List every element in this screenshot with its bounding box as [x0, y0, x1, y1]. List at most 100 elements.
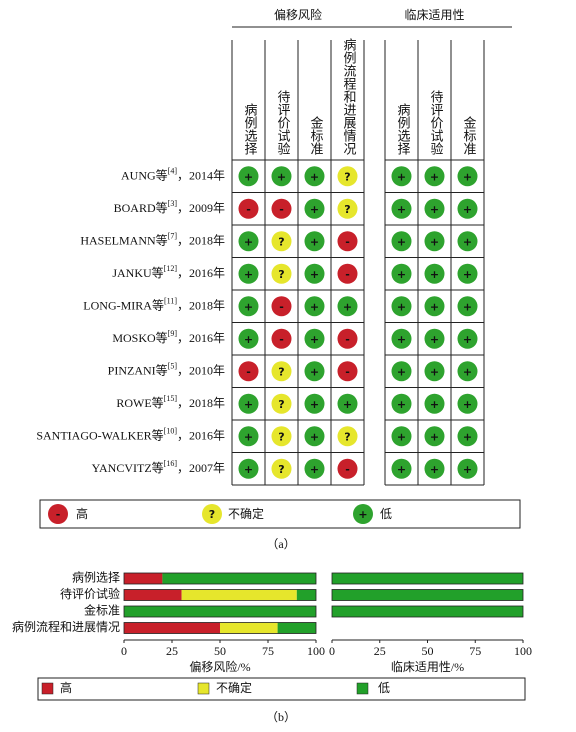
- judgement-symbol: +: [430, 170, 439, 183]
- author: JANKU等: [112, 266, 163, 280]
- reference: [3]: [168, 199, 178, 208]
- row-label: MOSKO等[9]，2016年: [112, 329, 225, 345]
- group-label: 临床适用性: [404, 8, 464, 22]
- judgement-symbol: +: [310, 170, 319, 183]
- judgement-symbol: +: [430, 203, 439, 216]
- judgement-symbol: -: [345, 268, 350, 281]
- reference: [4]: [168, 166, 178, 175]
- judgement-symbol: +: [343, 300, 352, 313]
- bar-segment: [332, 589, 523, 601]
- judgement-symbol: +: [244, 170, 253, 183]
- year: ，2010年: [177, 363, 225, 377]
- judgement-symbol: -: [345, 365, 350, 378]
- judgement-symbol: +: [463, 463, 472, 476]
- legend-symbol: -: [56, 508, 61, 521]
- judgement-icon: [424, 361, 445, 382]
- x-tick-label: 75: [469, 644, 481, 658]
- bar-segment: [124, 573, 163, 584]
- judgement-symbol: +: [463, 333, 472, 346]
- judgement-symbol: +: [244, 430, 253, 443]
- x-tick-label: 25: [374, 644, 386, 658]
- judgement-symbol: +: [463, 398, 472, 411]
- judgement-icon: [304, 296, 325, 317]
- x-axis-label: 临床适用性/%: [391, 660, 464, 674]
- judgement-symbol: +: [430, 398, 439, 411]
- judgement-symbol: +: [397, 203, 406, 216]
- judgement-symbol: +: [397, 268, 406, 281]
- judgement-symbol: +: [310, 430, 319, 443]
- judgement-icon: [337, 458, 358, 479]
- judgement-symbol: -: [279, 203, 284, 216]
- judgement-symbol: +: [463, 203, 472, 216]
- judgement-icon: [391, 198, 412, 219]
- judgement-icon: [337, 231, 358, 252]
- judgement-icon: [391, 361, 412, 382]
- row-label: SANTIAGO-WALKER等[10]，2016年: [36, 426, 225, 442]
- row-label: HASELMANN等[7]，2018年: [80, 231, 225, 247]
- judgement-symbol: +: [310, 365, 319, 378]
- row-label: PINZANI等[5]，2010年: [108, 361, 225, 377]
- judgement-icon: [304, 263, 325, 284]
- bar-outline: [331, 605, 524, 618]
- reference: [5]: [168, 361, 178, 370]
- judgement-icon: [337, 296, 358, 317]
- year: ，2007年: [177, 461, 225, 475]
- judgement-icon: [271, 328, 292, 349]
- judgement-icon: [337, 426, 358, 447]
- author: SANTIAGO-WALKER等: [36, 428, 163, 442]
- author: LONG-MIRA等: [83, 298, 164, 312]
- x-tick-label: 100: [514, 644, 532, 658]
- judgement-symbol: +: [463, 365, 472, 378]
- judgement-symbol: +: [463, 170, 472, 183]
- author: BOARD等: [114, 201, 168, 215]
- judgement-icon: [238, 198, 259, 219]
- author: HASELMANN等: [80, 233, 167, 247]
- author: YANCVITZ等: [92, 461, 164, 475]
- judgement-symbol: +: [310, 398, 319, 411]
- judgement-icon: [391, 296, 412, 317]
- judgement-icon: [304, 458, 325, 479]
- author: AUNG等: [121, 168, 168, 182]
- column-header: 待评价试验: [429, 90, 444, 155]
- judgement-icon: [271, 296, 292, 317]
- row-label: YANCVITZ等[16]，2007年: [92, 459, 225, 475]
- bar-outline: [123, 622, 317, 634]
- judgement-symbol: +: [310, 203, 319, 216]
- judgement-symbol: -: [246, 365, 251, 378]
- x-tick-label: 75: [262, 644, 274, 658]
- judgement-symbol: +: [430, 463, 439, 476]
- judgement-symbol: ?: [344, 203, 350, 216]
- judgement-symbol: ?: [278, 268, 284, 281]
- judgement-symbol: +: [397, 170, 406, 183]
- column-header: 金标准: [462, 115, 477, 155]
- judgement-icon: [337, 328, 358, 349]
- bar-segment: [277, 622, 316, 634]
- judgement-icon: [238, 166, 259, 187]
- judgement-icon: [391, 393, 412, 414]
- judgement-icon: [457, 166, 478, 187]
- judgement-symbol: +: [397, 300, 406, 313]
- author: PINZANI等: [108, 363, 168, 377]
- judgement-symbol: +: [343, 398, 352, 411]
- judgement-symbol: -: [345, 333, 350, 346]
- column-header: 病例选择: [396, 103, 411, 155]
- judgement-symbol: ?: [344, 170, 350, 183]
- x-tick-label: 0: [121, 644, 127, 658]
- judgement-icon: [271, 426, 292, 447]
- author: MOSKO等: [112, 331, 167, 345]
- judgement-icon: [391, 458, 412, 479]
- judgement-symbol: +: [430, 235, 439, 248]
- judgement-icon: [271, 458, 292, 479]
- judgement-symbol: +: [430, 268, 439, 281]
- bar-segment: [332, 606, 523, 617]
- legend-label: 高: [76, 506, 88, 521]
- bar-outline: [123, 589, 317, 601]
- legend-label: 低: [378, 681, 390, 695]
- column-header: 待评价试验: [276, 90, 291, 155]
- row-label: ROWE等[15]，2018年: [116, 394, 225, 410]
- judgement-symbol: +: [463, 268, 472, 281]
- bar-segment: [124, 589, 182, 601]
- reference: [10]: [164, 426, 178, 435]
- judgement-symbol: +: [430, 430, 439, 443]
- judgement-symbol: +: [463, 235, 472, 248]
